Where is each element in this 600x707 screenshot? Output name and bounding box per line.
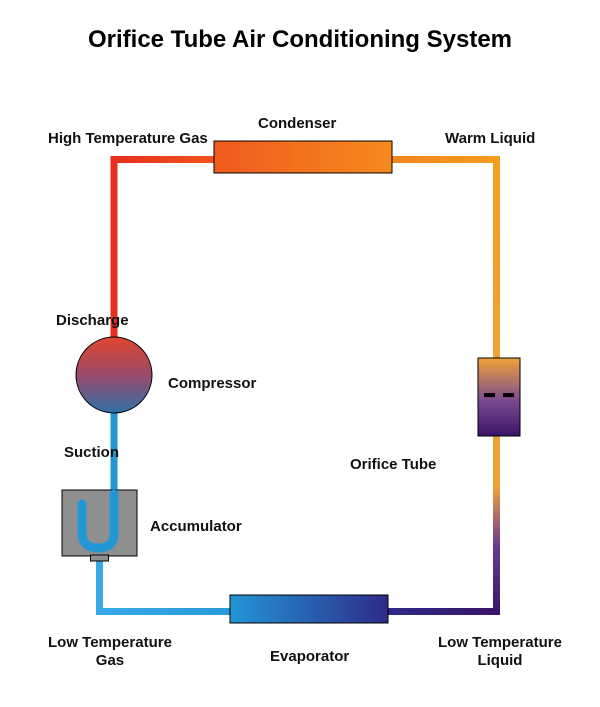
label-low-temp-liquid: Low TemperatureLiquid [438,634,562,670]
label-low-temp-gas: Low TemperatureGas [48,634,172,670]
label-orifice-tube: Orifice Tube [350,456,436,473]
label-accumulator: Accumulator [150,518,242,535]
label-suction: Suction [64,444,119,461]
label-condenser: Condenser [258,115,336,132]
label-evaporator: Evaporator [270,648,349,665]
condenser [214,141,392,173]
diagram-svg [0,0,600,707]
label-compressor: Compressor [168,375,256,392]
diagram-stage: Orifice Tube Air Conditioning System Con… [0,0,600,707]
label-discharge: Discharge [56,312,129,329]
label-warm-liquid: Warm Liquid [445,130,535,147]
evaporator [230,595,388,623]
label-high-temp-gas: High Temperature Gas [48,130,208,147]
compressor [76,337,152,413]
